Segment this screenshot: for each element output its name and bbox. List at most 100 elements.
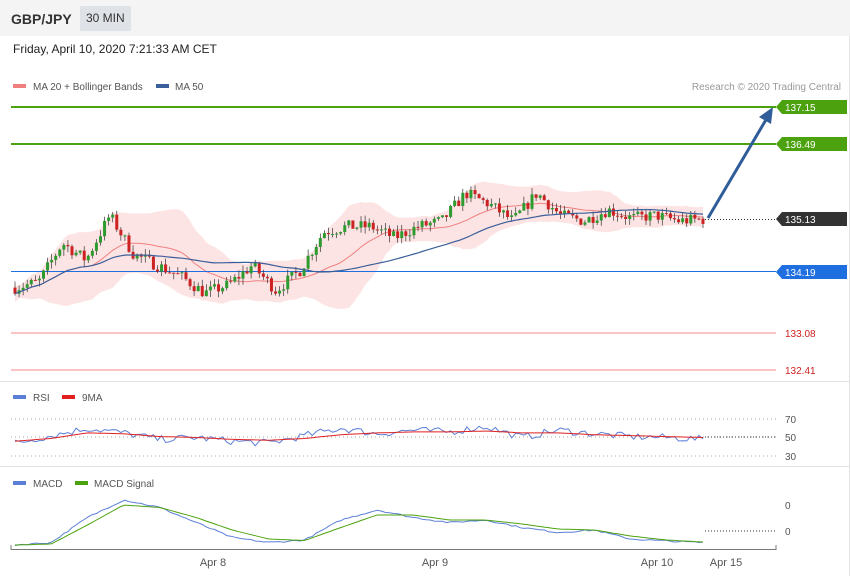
x-label-apr9: Apr 9 <box>422 557 448 569</box>
candle-body <box>424 221 428 226</box>
rsi-tick-50: 50 <box>785 433 797 444</box>
price-label-135-13: 135.13 <box>785 215 816 226</box>
candle-body <box>449 206 453 217</box>
macd-tick-upper: 0 <box>785 501 791 512</box>
candle-body <box>290 271 294 276</box>
candle-body <box>208 286 212 291</box>
macd-tick-lower: 0 <box>785 527 791 538</box>
candle-body <box>172 272 176 274</box>
candle-body <box>603 214 607 218</box>
candle-body <box>636 211 640 215</box>
candle-body <box>554 208 558 212</box>
candle-body <box>269 278 273 292</box>
candle-body <box>428 222 432 226</box>
candle-body <box>351 220 355 229</box>
candle-body <box>591 217 595 223</box>
candle-body <box>640 211 644 215</box>
x-label-apr15: Apr 15 <box>710 557 742 569</box>
candle-body <box>119 229 123 236</box>
candle-body <box>497 203 501 213</box>
ma20-legend-label: MA 20 + Bollinger Bands <box>33 82 143 93</box>
candle-body <box>347 220 351 226</box>
candle-body <box>465 192 469 199</box>
candle-body <box>282 289 286 291</box>
candle-body <box>432 218 436 223</box>
candle-body <box>237 276 241 279</box>
candle-body <box>677 219 681 223</box>
macd-line <box>14 499 704 547</box>
candle-body <box>50 259 54 263</box>
ma50-legend-swatch <box>156 84 169 88</box>
candle-body <box>331 234 335 236</box>
candle-body <box>518 210 522 213</box>
candle-body <box>579 218 583 225</box>
candle-body <box>522 202 526 211</box>
candle-body <box>229 280 233 282</box>
chart-header: GBP/JPY 30 MIN <box>0 0 850 36</box>
candle-body <box>616 215 620 217</box>
candle-body <box>257 263 261 274</box>
candle-body <box>514 212 518 216</box>
candle-body <box>241 271 245 279</box>
candle-body <box>550 208 554 210</box>
rsi-tick-70: 70 <box>785 415 797 426</box>
candle-body <box>611 208 615 216</box>
candle-body <box>343 225 347 233</box>
candle-body <box>98 236 102 243</box>
candle-body <box>379 229 383 231</box>
macd-legend-swatch <box>13 481 26 485</box>
candle-body <box>506 210 510 217</box>
candle-body <box>648 212 652 221</box>
candle-body <box>123 235 127 237</box>
candle-body <box>176 273 180 275</box>
candle-body <box>587 217 591 223</box>
candle-body <box>652 211 656 213</box>
candle-body <box>54 255 58 260</box>
candle-body <box>41 270 45 279</box>
candle-body <box>436 217 440 219</box>
candle-body <box>416 226 420 228</box>
candle-body <box>559 211 563 214</box>
timeframe-badge[interactable]: 30 MIN <box>80 6 131 31</box>
bollinger-band <box>15 181 703 309</box>
candle-body <box>314 246 318 255</box>
candle-body <box>628 215 632 219</box>
candle-body <box>25 284 29 288</box>
candle-body <box>253 263 257 267</box>
candle-body <box>363 221 367 228</box>
candle-body <box>127 235 131 252</box>
macd-legend-label: MACD <box>33 479 62 490</box>
candle-body <box>371 222 375 230</box>
candle-body <box>103 220 107 237</box>
candle-body <box>204 290 208 297</box>
candle-body <box>685 218 689 224</box>
candle-body <box>697 218 701 220</box>
candle-body <box>701 218 705 224</box>
candle-body <box>164 264 168 273</box>
candle-body <box>33 279 37 281</box>
candle-body <box>94 242 98 251</box>
timestamp: Friday, April 10, 2020 7:21:33 AM CET <box>13 42 217 56</box>
candle-body <box>440 215 444 218</box>
candle-body <box>294 271 298 273</box>
candle-body <box>225 280 229 289</box>
candle-body <box>339 232 343 234</box>
candle-body <box>62 245 66 250</box>
candle-body <box>526 202 530 209</box>
candle-body <box>481 198 485 200</box>
rsi-line <box>14 425 704 447</box>
candle-body <box>693 214 697 219</box>
candle-body <box>624 216 628 219</box>
candle-body <box>135 254 139 259</box>
candle-body <box>620 216 624 218</box>
price-label-134-19: 134.19 <box>785 268 816 279</box>
candle-body <box>383 228 387 230</box>
price-label-133-08: 133.08 <box>785 329 816 340</box>
macd-signal-line <box>14 504 704 546</box>
candle-body <box>388 228 392 236</box>
candle-body <box>546 200 550 210</box>
copyright-text: Research © 2020 Trading Central <box>692 82 841 93</box>
candlestick-series <box>13 185 705 298</box>
ma50-legend-label: MA 50 <box>175 82 204 93</box>
candle-body <box>660 213 664 220</box>
